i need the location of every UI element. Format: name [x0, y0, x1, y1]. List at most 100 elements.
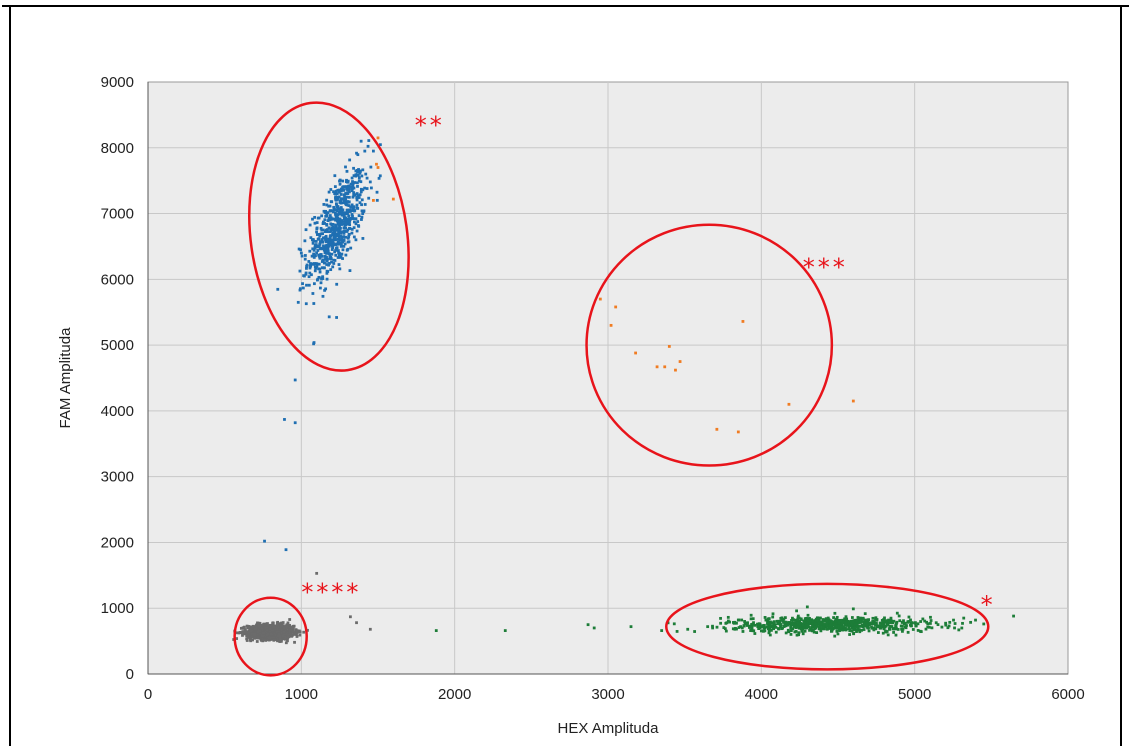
- data-point: [791, 616, 794, 620]
- data-point: [342, 235, 346, 238]
- data-point: [256, 632, 260, 636]
- data-point: [299, 251, 303, 255]
- data-point: [796, 621, 800, 625]
- data-point: [365, 176, 369, 180]
- data-point: [842, 625, 845, 629]
- data-point: [827, 620, 831, 624]
- data-point: [337, 254, 341, 258]
- data-point: [272, 625, 276, 629]
- data-point: [317, 216, 321, 220]
- data-point: [322, 203, 326, 206]
- data-point: [749, 617, 753, 621]
- data-point: [299, 248, 303, 252]
- data-point: [337, 241, 341, 245]
- data-point: [339, 230, 343, 234]
- data-point: [723, 627, 727, 631]
- data-point: [354, 222, 358, 226]
- data-point: [784, 624, 788, 628]
- y-tick-label: 2000: [101, 534, 134, 551]
- data-point: [726, 615, 730, 619]
- data-point: [833, 619, 837, 623]
- data-point: [902, 622, 906, 626]
- data-point: [318, 256, 322, 260]
- data-point: [282, 630, 286, 634]
- x-tick-label: 2000: [438, 686, 471, 703]
- data-point: [888, 625, 892, 629]
- data-point: [814, 619, 818, 623]
- data-point: [340, 220, 343, 224]
- data-point: [791, 622, 795, 626]
- data-point: [774, 625, 778, 629]
- data-point: [843, 620, 847, 623]
- data-point: [311, 292, 315, 295]
- data-point: [880, 623, 884, 627]
- data-point: [245, 639, 249, 642]
- annotation-ellipse: [233, 596, 308, 677]
- data-point: [308, 249, 312, 253]
- data-point: [317, 262, 321, 266]
- data-point: [861, 620, 864, 623]
- data-point: [280, 631, 283, 635]
- data-point: [831, 620, 835, 624]
- data-point: [799, 618, 803, 621]
- data-point: [790, 619, 793, 622]
- data-point: [329, 257, 333, 261]
- data-point: [856, 626, 860, 630]
- data-point: [350, 203, 354, 207]
- data-point: [894, 624, 898, 628]
- data-point: [365, 187, 369, 190]
- data-point: [263, 638, 267, 642]
- data-point: [825, 624, 829, 628]
- y-axis-title: FAM Amplituda: [57, 327, 74, 429]
- data-point: [848, 633, 852, 636]
- data-point: [320, 260, 324, 263]
- data-point: [327, 216, 331, 220]
- data-point: [320, 266, 324, 270]
- data-point: [908, 623, 912, 627]
- data-point: [878, 621, 882, 625]
- data-point: [750, 623, 754, 626]
- data-point: [367, 196, 371, 200]
- data-point: [901, 620, 904, 624]
- data-point: [319, 240, 323, 244]
- data-point: [974, 618, 977, 622]
- data-point: [786, 623, 790, 627]
- data-point: [896, 628, 900, 631]
- data-point: [325, 259, 329, 263]
- data-point: [347, 208, 351, 212]
- data-point: [862, 628, 866, 631]
- data-point: [852, 626, 856, 630]
- data-point: [826, 616, 830, 620]
- data-point: [952, 618, 955, 622]
- data-point: [375, 198, 379, 202]
- data-point: [334, 223, 337, 227]
- data-point: [344, 235, 348, 239]
- data-point: [252, 633, 256, 637]
- data-point: [819, 622, 823, 626]
- data-point: [337, 251, 341, 255]
- data-point: [351, 180, 354, 183]
- data-point: [609, 323, 613, 327]
- y-tick-label: 0: [126, 666, 134, 683]
- data-point: [835, 617, 839, 621]
- data-point: [339, 244, 343, 248]
- grid-lines: [147, 82, 1068, 675]
- data-point: [341, 179, 345, 183]
- data-point: [919, 620, 923, 623]
- data-point: [321, 294, 325, 298]
- data-point: [331, 242, 335, 246]
- data-point: [256, 621, 259, 625]
- data-point: [926, 625, 930, 629]
- data-point: [318, 242, 322, 246]
- data-point: [293, 421, 297, 425]
- data-point: [339, 193, 343, 196]
- data-point: [315, 251, 318, 255]
- data-point: [319, 247, 322, 251]
- data-point: [874, 621, 878, 625]
- data-point: [288, 623, 291, 627]
- data-point: [329, 216, 333, 220]
- data-point: [752, 621, 755, 625]
- data-point: [319, 232, 323, 236]
- data-point: [849, 622, 853, 626]
- data-point: [285, 624, 289, 628]
